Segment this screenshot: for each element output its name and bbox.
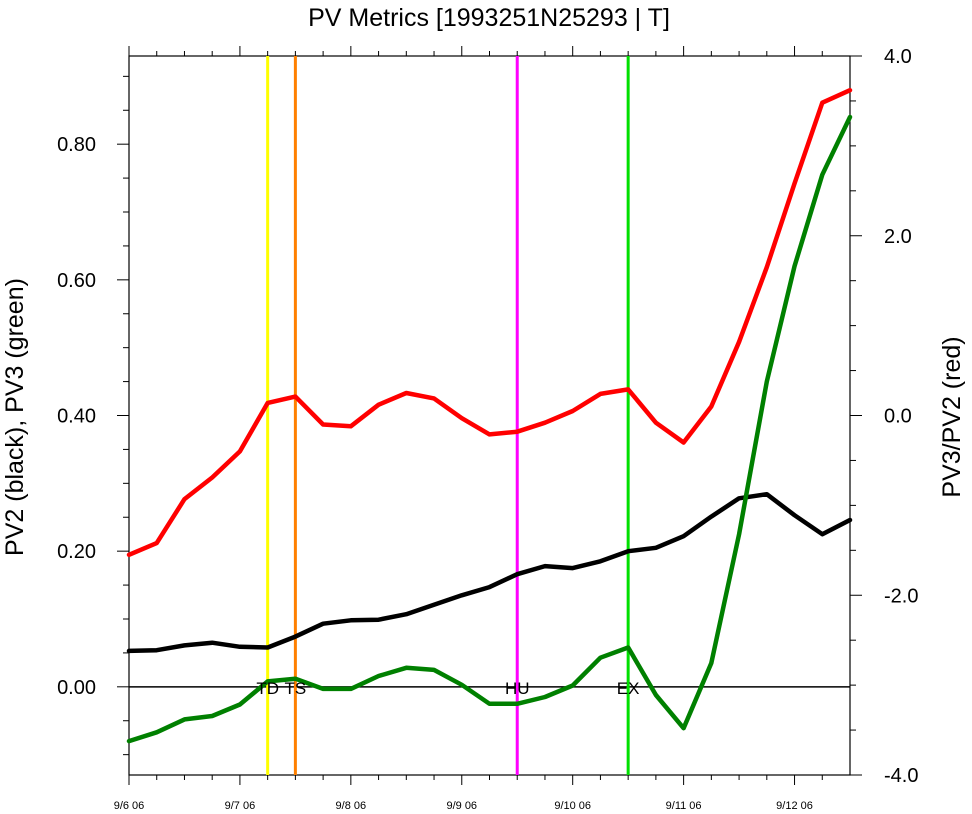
x-tick-label: 9/9 06: [446, 800, 477, 812]
y-axis-label-left: PV2 (black), PV3 (green): [1, 278, 29, 556]
y-right-tick-label: 4.0: [884, 46, 912, 68]
y-left-tick-label: 0.40: [57, 406, 96, 428]
y-right-tick-label: 0.0: [884, 406, 912, 428]
series-line-3: [126, 87, 853, 558]
series-line-2: [126, 114, 853, 744]
y-left-tick-label: 0.60: [57, 270, 96, 292]
y-right-tick-label: 2.0: [884, 226, 912, 248]
y-right-tick-label: -2.0: [884, 585, 918, 607]
x-tick-label: 9/6 06: [114, 800, 145, 812]
y-axis-label-right: PV3/PV2 (red): [938, 336, 966, 497]
x-tick-label: 9/12 06: [776, 800, 813, 812]
plot-frame: [128, 55, 851, 776]
x-tick-label: 9/11 06: [666, 800, 702, 812]
x-tick-label: 9/8 06: [336, 800, 367, 812]
marker-label-td: TD: [256, 679, 279, 698]
plot-area: 9/6 06 9/7 06 9/8 06 9/9 06 9/10 06 9/11 06 9/…: [57, 46, 918, 812]
y-right-tick-label: -4.0: [884, 765, 918, 787]
marker-label-hu: HU: [505, 679, 530, 698]
chart-title: PV Metrics [1993251N25293 | T]: [308, 4, 670, 32]
series-line-1: [126, 491, 853, 654]
marker-label-ex: EX: [617, 679, 640, 698]
y-left-tick-label: 0.80: [57, 134, 96, 156]
x-tick-label: 9/7 06: [225, 800, 256, 812]
x-tick-label: 9/10 06: [554, 800, 591, 812]
y-left-tick-label: 0.00: [57, 677, 96, 699]
marker-label-ts: TS: [285, 679, 307, 698]
y-left-tick-label: 0.20: [57, 541, 96, 563]
